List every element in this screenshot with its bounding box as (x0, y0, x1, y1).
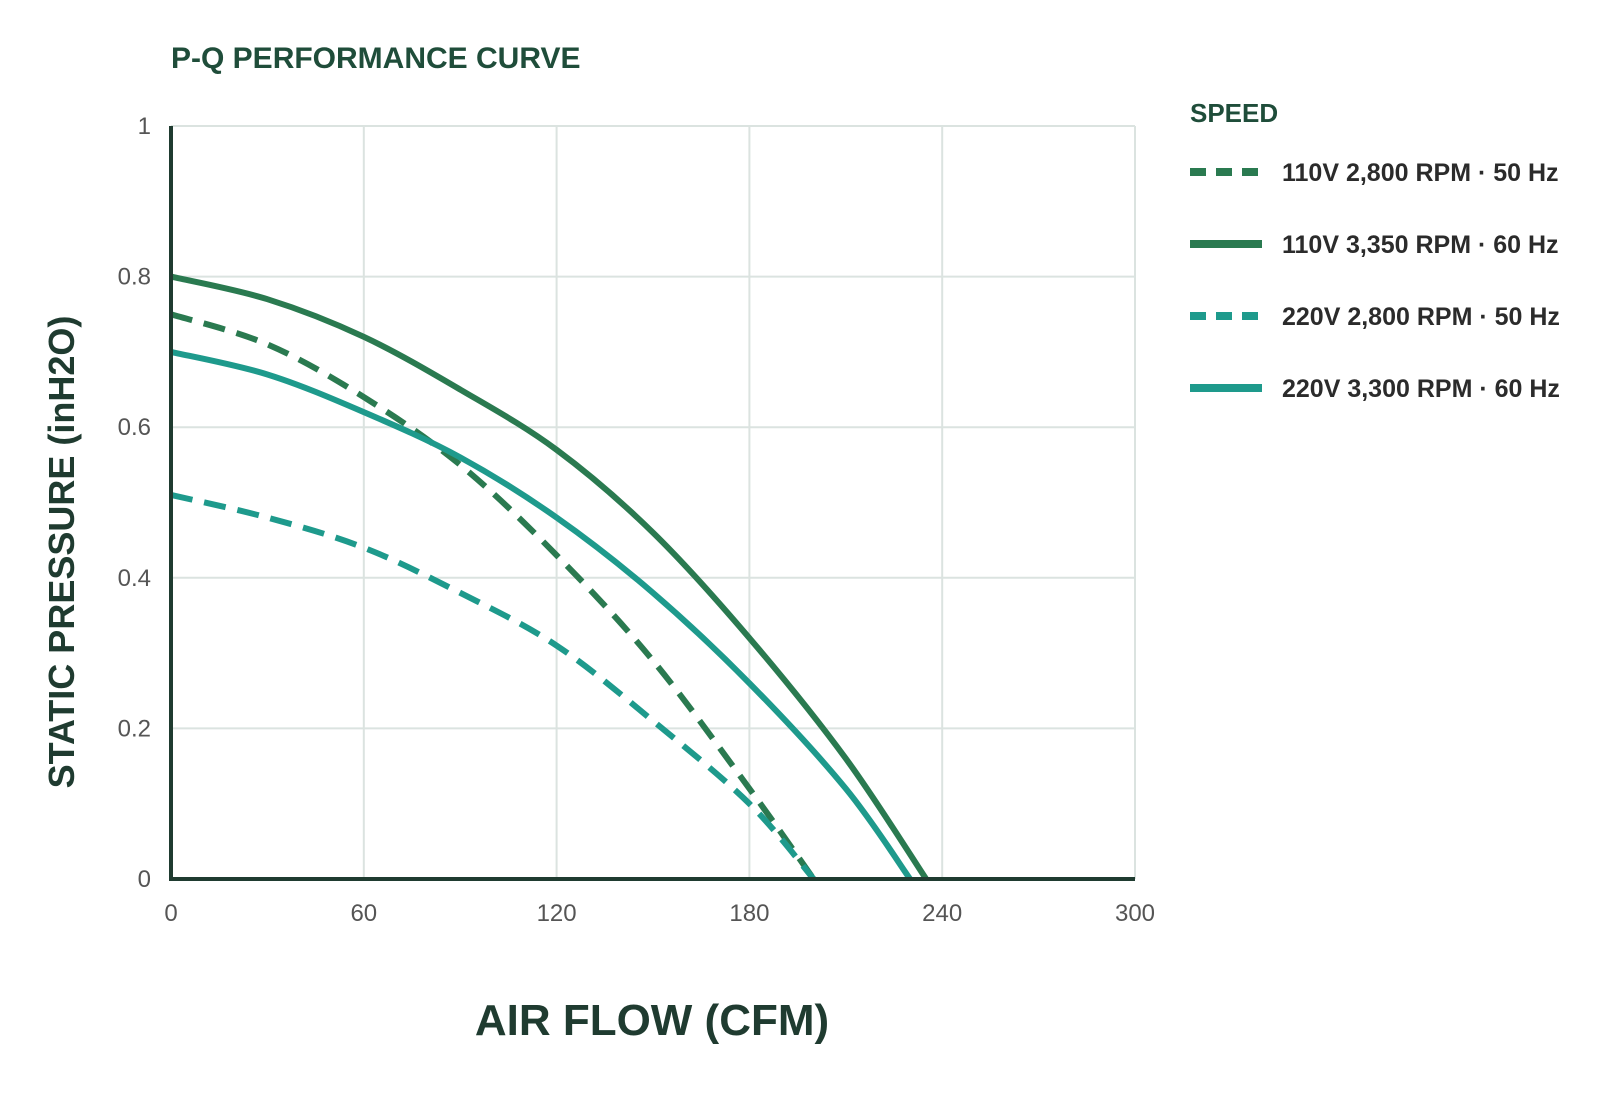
series-line-4 (170, 348, 913, 881)
series-line-1 (170, 311, 817, 881)
y-tick-label: 0 (138, 866, 151, 893)
legend: 110V 2,800 RPM · 50 Hz 110V 3,350 RPM · 6… (1190, 159, 1560, 403)
x-tick-label: 0 (164, 900, 177, 927)
x-tick-label: 60 (350, 900, 377, 927)
legend-label: 220V 3,300 RPM · 60 Hz (1282, 375, 1560, 403)
y-tick-label: 0.4 (118, 565, 151, 592)
series-line-3 (170, 492, 816, 881)
legend-label: 220V 2,800 RPM · 50 Hz (1282, 303, 1560, 331)
x-axis-title: AIR FLOW (CFM) (475, 996, 829, 1045)
y-tick-label: 0.2 (118, 715, 151, 742)
legend-label: 110V 3,350 RPM · 60 Hz (1282, 231, 1559, 259)
x-tick-label: 300 (1115, 900, 1155, 927)
grid (171, 125, 1136, 879)
y-tick-label: 1 (138, 113, 151, 140)
chart-title: P-Q PERFORMANCE CURVE (171, 42, 580, 75)
tick-labels: 0 60 120 180 240 300 0 0.2 0.4 0.6 0.8 1 (118, 113, 1155, 927)
series-lines (170, 273, 929, 881)
x-tick-label: 240 (922, 900, 962, 927)
legend-title: SPEED (1190, 98, 1278, 128)
legend-label: 110V 2,800 RPM · 50 Hz (1282, 159, 1559, 187)
y-tick-label: 0.6 (118, 414, 151, 441)
x-tick-label: 180 (729, 900, 769, 927)
y-axis-title: STATIC PRESSURE (inH2O) (41, 316, 82, 789)
x-tick-label: 120 (537, 900, 577, 927)
series-line-2 (170, 273, 929, 881)
y-tick-label: 0.8 (118, 264, 151, 291)
axes (169, 126, 1135, 881)
